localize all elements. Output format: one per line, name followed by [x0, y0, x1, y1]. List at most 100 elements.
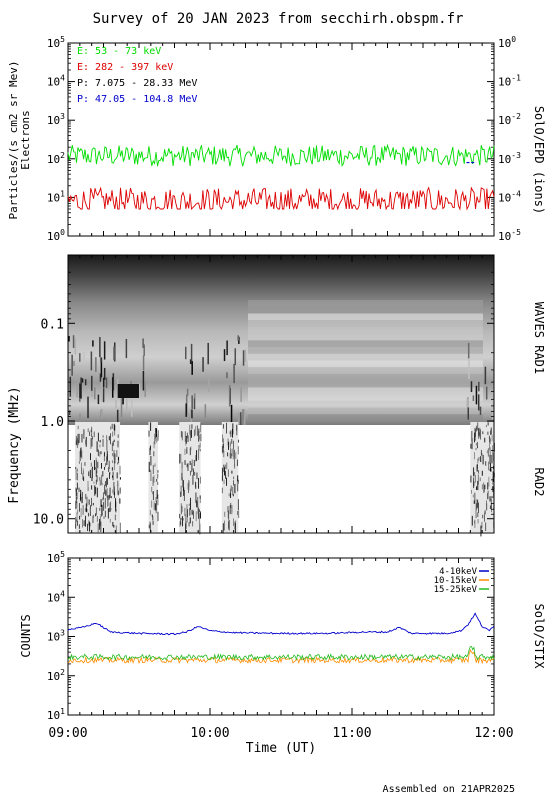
rad1-burst-stroke: [186, 388, 189, 396]
rad2-speckle: [198, 511, 199, 519]
rad1-burst-stroke: [91, 391, 93, 398]
rad2-speckle: [184, 448, 186, 456]
rad2-speckle: [155, 497, 157, 502]
rad2-speckle: [232, 486, 234, 495]
rad1-burst-stroke: [87, 396, 89, 419]
rad2-speckle: [81, 466, 82, 475]
rad2-speckle: [180, 491, 182, 497]
rad2-speckle: [223, 464, 225, 472]
rad2-speckle: [179, 513, 181, 519]
rad2-speckle: [223, 479, 225, 485]
rad1-band: [248, 380, 483, 388]
rad1-burst-stroke: [76, 382, 78, 398]
rad2-speckle: [238, 439, 239, 443]
stix-y-tick-label: 101: [47, 707, 65, 722]
rad2-speckle: [97, 449, 99, 457]
rad2-speckle: [198, 428, 200, 434]
rad1-burst-stroke: [223, 349, 226, 362]
rad2-speckle: [117, 434, 119, 438]
epd-series-e-high-line: [67, 186, 495, 211]
rad2-speckle: [184, 431, 186, 442]
rad2-speckle: [478, 428, 480, 436]
rad2-speckle: [149, 469, 151, 473]
rad2-speckle: [474, 471, 476, 476]
rad2-speckle: [112, 441, 114, 446]
rad2-speckle: [92, 515, 94, 524]
rad2-speckle: [480, 449, 482, 456]
rad1-burst-stroke: [143, 344, 145, 356]
rad2-speckle: [156, 489, 158, 499]
rad1-burst-stroke: [242, 409, 244, 421]
rad1-burst-stroke: [72, 335, 75, 349]
rad2-speckle: [199, 511, 201, 519]
rad2-speckle: [487, 431, 489, 435]
rad1-burst-stroke: [468, 358, 470, 380]
rad2-speckle: [103, 516, 105, 519]
rad2-speckle: [79, 515, 81, 520]
rad2-speckle: [228, 520, 230, 530]
rad1-burst-stroke: [131, 397, 133, 417]
rad2-speckle: [188, 503, 190, 506]
waves-y-label: Frequency (MHz): [7, 386, 22, 503]
rad2-speckle: [222, 424, 224, 429]
rad2-speckle: [232, 494, 234, 497]
rad2-speckle: [475, 447, 477, 451]
rad2-speckle: [188, 522, 190, 527]
rad2-speckle: [81, 491, 83, 503]
rad2-speckle: [117, 440, 119, 448]
rad2-speckle: [182, 518, 184, 521]
rad2-speckle: [185, 435, 187, 444]
rad2-speckle: [473, 500, 475, 504]
rad2-speckle: [236, 510, 238, 516]
rad2-speckle: [477, 480, 479, 491]
rad1-band: [248, 347, 483, 354]
rad1-burst-stroke: [125, 389, 128, 411]
rad2-speckle: [101, 474, 103, 485]
rad2-speckle: [228, 493, 230, 497]
rad2-speckle: [151, 514, 153, 517]
rad1-band: [248, 353, 483, 361]
rad2-speckle: [91, 497, 93, 507]
rad2-speckle: [157, 482, 159, 485]
rad2-speckle: [198, 509, 200, 513]
rad2-speckle: [475, 511, 477, 516]
rad2-speckle: [157, 470, 159, 473]
rad2-speckle: [119, 498, 121, 504]
rad2-speckle: [187, 509, 188, 518]
rad2-speckle: [487, 422, 489, 426]
rad2-speckle: [478, 456, 480, 461]
rad2-speckle: [92, 514, 94, 519]
rad2-speckle: [230, 488, 232, 498]
stix-x-ticks: 09:00 10:00 11:00 12:00: [48, 558, 514, 741]
rad1-burst-stroke: [470, 381, 473, 393]
rad2-speckle: [156, 434, 158, 443]
rad1-burst-stroke: [484, 366, 487, 385]
rad2-speckle: [187, 435, 189, 443]
rad2-speckle: [100, 521, 102, 533]
rad2-speckle: [195, 511, 197, 522]
rad2-speckle: [106, 450, 108, 461]
rad2-speckle: [75, 440, 77, 446]
rad2-speckle: [85, 503, 87, 512]
rad2-speckle: [108, 467, 110, 472]
rad2-speckle: [195, 425, 197, 436]
stix-series-15-25-line: [67, 646, 495, 662]
rad2-speckle: [232, 423, 234, 435]
rad2-speckle: [157, 430, 159, 438]
rad2-speckle: [154, 503, 156, 511]
rad1-burst-stroke: [101, 380, 103, 402]
rad2-speckle: [104, 484, 106, 495]
rad1-burst-stroke: [102, 381, 105, 403]
rad2-speckle: [190, 470, 191, 476]
rad2-speckle: [199, 523, 201, 535]
rad1-burst-stroke: [102, 377, 105, 388]
rad2-speckle: [191, 463, 193, 473]
assembled-footer: Assembled on 21APR2025: [383, 784, 515, 795]
rad2-speckle: [181, 472, 183, 481]
rad2-speckle: [485, 424, 487, 428]
rad2-speckle: [93, 460, 95, 471]
epd-legend-p-low: P: 7.075 - 28.33 MeV: [77, 78, 197, 89]
rad1-burst-stroke: [68, 410, 71, 415]
rad2-speckle: [478, 435, 479, 440]
